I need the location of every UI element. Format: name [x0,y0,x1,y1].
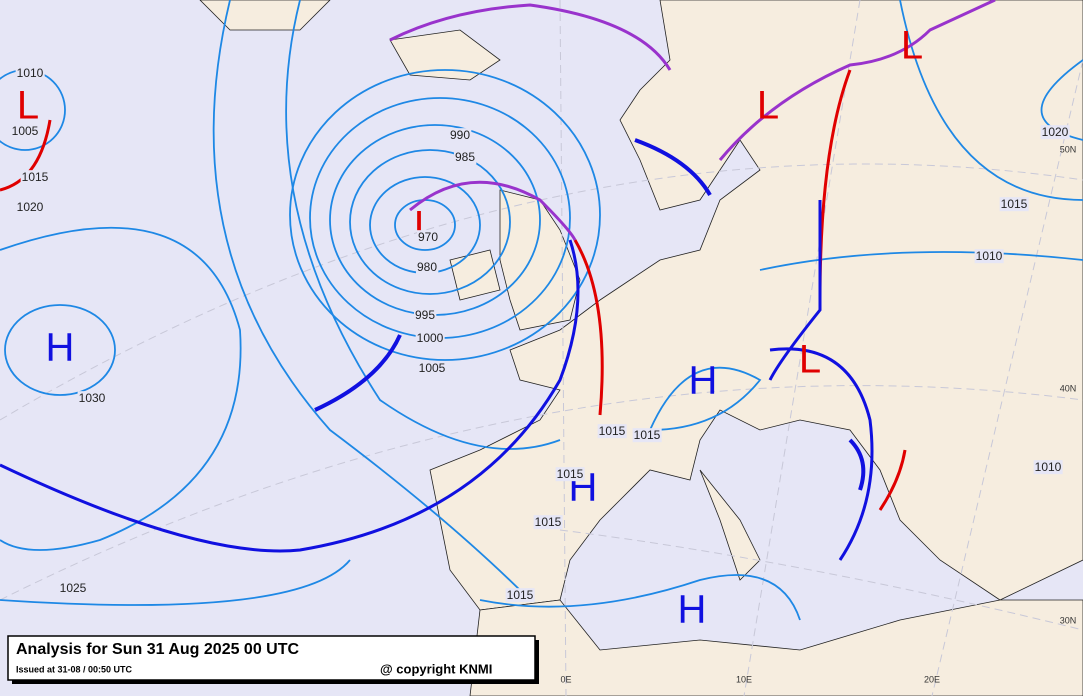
isobar-label: 1015 [557,467,584,481]
isobar-label-bg [453,150,477,165]
isobar-label: 1010 [1035,460,1062,474]
land [199,0,1083,696]
isobar-label-bg [448,128,472,143]
pressure-center: L [17,84,39,128]
pressure-center: L [901,24,923,68]
isobar-label-bg [999,197,1029,212]
isobar-label-bg [597,424,627,439]
isobar-label-bg [10,124,40,139]
isobar-label: 1015 [22,170,49,184]
isobar-label-bg [413,308,437,323]
isobar-label-bg [505,588,535,603]
isobar-label: 995 [415,308,435,322]
isobar-label-bg [1040,125,1070,140]
isobar-label-bg [632,428,662,443]
graticule-label: 40N [1060,383,1077,393]
isobar-label-bg [77,391,107,406]
isobar-label: 1015 [599,424,626,438]
caption-issued: Issued at 31-08 / 00:50 UTC [16,664,133,674]
isobar-label: 1020 [1042,125,1069,139]
isobar-label: 1010 [976,249,1003,263]
isobar-label: 1000 [417,331,444,345]
isobar-label-bg [416,230,440,245]
isobar-label-bg [415,260,439,275]
isobar-label: 970 [418,230,438,244]
graticule-label: 50N [1060,144,1077,154]
caption-title: Analysis for Sun 31 Aug 2025 00 UTC [16,641,300,658]
graticule-label: 20E [924,674,940,684]
isobar-label: 1015 [507,588,534,602]
isobar-label: 1015 [535,515,562,529]
isobar-label-bg [15,200,45,215]
isobar-label-bg [58,581,88,596]
isobar-label: 1005 [419,361,446,375]
pressure-center: H [689,359,718,403]
isobar-label-bg [1033,460,1063,475]
isobars [0,0,1083,621]
isobar-label: 1030 [79,391,106,405]
graticule-label: 10E [736,674,752,684]
isobar-label: 1015 [634,428,661,442]
pressure-center: L [757,84,779,128]
caption-copyright: @ copyright KNMI [380,661,492,676]
isobar-label-bg [555,467,585,482]
isobar-label: 985 [455,150,475,164]
isobar-label: 1015 [1001,197,1028,211]
isobar-label: 980 [417,260,437,274]
isobar-label-bg [415,331,445,346]
isobar-label: 1005 [12,124,39,138]
pressure-center: L [799,338,821,382]
pressure-center: H [678,588,707,632]
isobar-label-bg [417,361,447,376]
graticule-label: 0E [560,674,571,684]
isobar-label: 1025 [60,581,87,595]
isobar-label-bg [533,515,563,530]
isobar-label-bg [20,170,50,185]
isobar-label: 990 [450,128,470,142]
isobar-label: 1020 [17,200,44,214]
pressure-center: H [46,326,75,370]
isobar-label: 1010 [17,66,44,80]
isobar-label-bg [974,249,1004,264]
fronts [0,0,996,561]
caption: Analysis for Sun 31 Aug 2025 00 UTC Issu… [7,635,539,684]
isobar-label-bg [15,66,45,81]
graticule-label: 30N [1060,615,1077,625]
